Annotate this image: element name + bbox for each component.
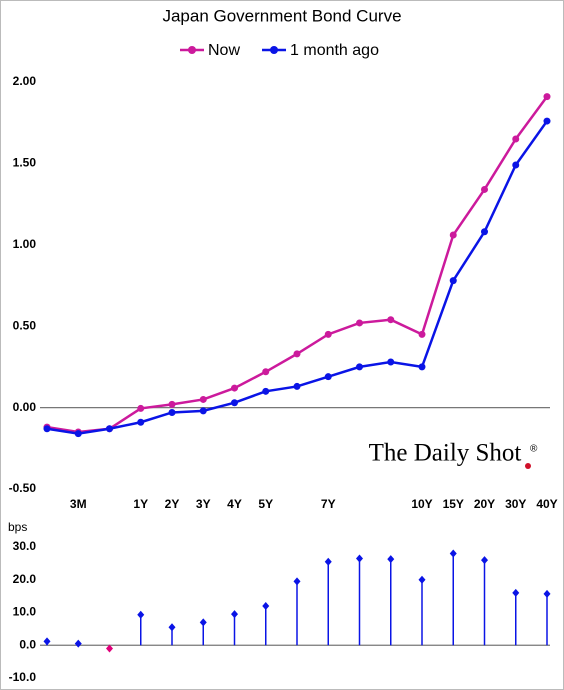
data-point bbox=[543, 117, 551, 125]
data-point bbox=[387, 358, 395, 366]
x-tick-label: 10Y bbox=[411, 497, 432, 511]
y-tick-label: 2.00 bbox=[13, 74, 37, 88]
data-point bbox=[418, 363, 426, 371]
stem-marker bbox=[418, 575, 426, 584]
x-tick-label: 2Y bbox=[165, 497, 180, 511]
data-point bbox=[481, 185, 488, 193]
data-point bbox=[512, 135, 520, 143]
data-point bbox=[106, 425, 113, 433]
data-point bbox=[324, 330, 332, 338]
stem-marker bbox=[199, 618, 207, 627]
stem-marker bbox=[106, 644, 113, 653]
data-point bbox=[293, 350, 301, 358]
watermark: The Daily Shot bbox=[369, 440, 522, 467]
data-point bbox=[168, 408, 176, 416]
x-tick-label: 5Y bbox=[258, 497, 273, 511]
x-tick-label: 40Y bbox=[536, 497, 557, 511]
x-tick-label: 15Y bbox=[443, 497, 464, 511]
data-point bbox=[324, 373, 332, 381]
data-point bbox=[356, 363, 363, 371]
x-tick-label: 3Y bbox=[196, 497, 211, 511]
legend-label: 1 month ago bbox=[290, 42, 379, 59]
y-tick-label: 0.50 bbox=[13, 318, 37, 332]
data-point bbox=[137, 404, 145, 412]
data-point bbox=[449, 231, 457, 239]
chart-title: Japan Government Bond Curve bbox=[162, 6, 401, 25]
y-axis-label: bps bbox=[8, 520, 27, 534]
series-line bbox=[46, 95, 549, 434]
stem-marker bbox=[449, 549, 457, 558]
stem-marker bbox=[168, 623, 176, 632]
watermark-dot bbox=[525, 463, 531, 469]
stem-marker bbox=[231, 610, 238, 619]
legend-label: Now bbox=[208, 42, 240, 59]
y-tick-label: -10.0 bbox=[9, 670, 37, 684]
data-point bbox=[168, 400, 176, 408]
data-point bbox=[481, 228, 488, 236]
y-tick-label: 20.0 bbox=[13, 572, 37, 586]
stem-marker bbox=[293, 577, 301, 586]
y-tick-label: 0.0 bbox=[19, 637, 36, 651]
x-tick-label: 20Y bbox=[474, 497, 495, 511]
data-point bbox=[356, 319, 363, 327]
data-point bbox=[231, 399, 238, 407]
x-tick-label: 1Y bbox=[133, 497, 148, 511]
legend-marker bbox=[188, 46, 196, 54]
stem-marker bbox=[481, 556, 488, 565]
data-point bbox=[543, 93, 551, 101]
data-point bbox=[74, 430, 82, 438]
y-tick-label: 30.0 bbox=[13, 539, 37, 553]
stem-marker bbox=[262, 601, 270, 610]
x-tick-label: 3M bbox=[70, 497, 87, 511]
y-tick-label: 1.50 bbox=[13, 156, 37, 170]
y-tick-label: 0.00 bbox=[13, 400, 37, 414]
data-point bbox=[262, 368, 270, 376]
data-point bbox=[199, 395, 207, 403]
stem-marker bbox=[137, 610, 145, 619]
data-point bbox=[231, 384, 238, 392]
stem-marker bbox=[356, 554, 363, 563]
data-point bbox=[199, 407, 207, 415]
data-point bbox=[43, 425, 51, 433]
data-point bbox=[449, 277, 457, 285]
data-point bbox=[418, 330, 426, 338]
y-tick-label: -0.50 bbox=[9, 481, 37, 495]
data-point bbox=[512, 161, 520, 169]
y-tick-label: 10.0 bbox=[13, 605, 37, 619]
data-point bbox=[293, 382, 301, 390]
data-point bbox=[262, 387, 270, 395]
stem-marker bbox=[512, 588, 520, 597]
stem-marker bbox=[387, 555, 395, 564]
legend-marker bbox=[270, 46, 279, 54]
stem-marker bbox=[324, 557, 332, 566]
stem-marker bbox=[43, 637, 51, 646]
y-tick-label: 1.00 bbox=[13, 237, 37, 251]
watermark-reg: ® bbox=[530, 444, 538, 455]
data-point bbox=[137, 418, 145, 426]
x-tick-label: 4Y bbox=[227, 497, 242, 511]
x-tick-label: 30Y bbox=[505, 497, 526, 511]
stem-marker bbox=[74, 639, 82, 648]
data-point bbox=[387, 316, 395, 324]
stem-marker bbox=[543, 589, 551, 598]
x-tick-label: 7Y bbox=[321, 497, 336, 511]
